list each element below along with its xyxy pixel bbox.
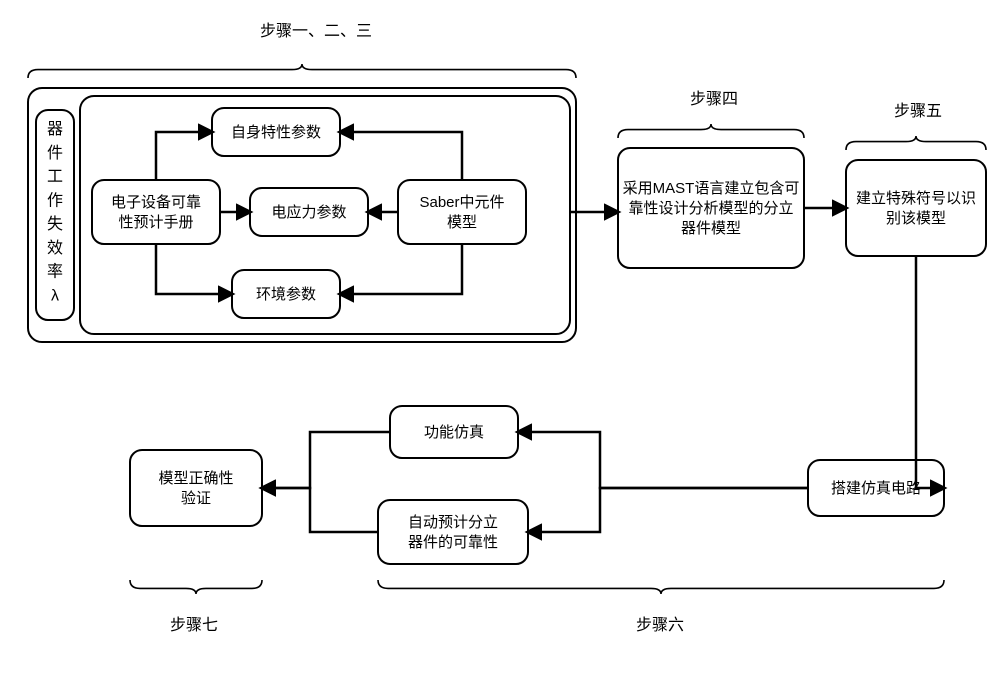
step-label-4: 步骤四: [690, 90, 738, 108]
edge-10: [528, 488, 808, 532]
brace-b123: [28, 64, 576, 78]
node-verify-line0: 模型正确性: [158, 470, 233, 487]
brace-b5: [846, 136, 986, 150]
node-build_sim-line0: 搭建仿真电路: [831, 479, 921, 497]
svg-text:器: 器: [47, 120, 63, 138]
svg-text:效: 效: [47, 239, 63, 257]
edge-9: [518, 432, 808, 488]
node-env: 环境参数: [232, 270, 340, 318]
node-symbol-line0: 建立特殊符号以识: [856, 190, 976, 207]
svg-text:作: 作: [47, 191, 63, 209]
node-verify-line1: 验证: [181, 490, 211, 507]
node-manual: 电子设备可靠性预计手册: [92, 180, 220, 244]
edge-8: [916, 256, 944, 488]
node-manual-line1: 性预计手册: [118, 214, 193, 231]
edge-0: [156, 132, 212, 180]
node-mast-line2: 器件模型: [681, 220, 741, 237]
node-func_sim: 功能仿真: [390, 406, 518, 458]
step-label-6: 步骤六: [636, 616, 684, 634]
edge-11: [262, 432, 390, 488]
node-saber: Saber中元件模型: [398, 180, 526, 244]
node-manual-line0: 电子设备可靠: [111, 194, 201, 211]
node-stress-line0: 电应力参数: [271, 203, 346, 221]
svg-text:λ: λ: [51, 287, 59, 304]
node-saber-line1: 模型: [447, 214, 477, 231]
edge-2: [156, 244, 232, 294]
node-symbol: 建立特殊符号以识别该模型: [846, 160, 986, 256]
step-label-5: 步骤五: [894, 102, 942, 120]
brace-b7: [130, 580, 262, 594]
svg-text:件: 件: [47, 144, 63, 162]
svg-text:工: 工: [47, 169, 63, 186]
node-mast: 采用MAST语言建立包含可靠性设计分析模型的分立器件模型: [618, 148, 804, 268]
node-func_sim-line0: 功能仿真: [424, 423, 484, 441]
node-mast-line0: 采用MAST语言建立包含可: [623, 180, 800, 197]
edge-5: [340, 244, 462, 294]
node-verify: 模型正确性验证: [130, 450, 262, 526]
edge-12: [262, 488, 378, 532]
svg-text:失: 失: [47, 215, 63, 233]
node-auto_pred: 自动预计分立器件的可靠性: [378, 500, 528, 564]
edge-3: [340, 132, 462, 180]
svg-text:率: 率: [47, 263, 63, 281]
brace-b6_sim: [378, 580, 944, 594]
node-env-line0: 环境参数: [256, 285, 316, 303]
node-auto_pred-line0: 自动预计分立: [408, 514, 498, 531]
node-self_param-line0: 自身特性参数: [231, 124, 321, 141]
node-auto_pred-line1: 器件的可靠性: [408, 534, 498, 551]
node-saber-line0: Saber中元件: [419, 194, 504, 211]
node-symbol-line1: 别该模型: [886, 210, 946, 227]
node-self_param: 自身特性参数: [212, 108, 340, 156]
node-stress: 电应力参数: [250, 188, 368, 236]
step-label-7: 步骤七: [170, 616, 218, 634]
flowchart-diagram: 器件工作失效率λ 自身特性参数电子设备可靠性预计手册电应力参数Saber中元件模…: [0, 0, 1000, 696]
node-mast-line1: 靠性设计分析模型的分立: [628, 200, 793, 217]
brace-b4: [618, 124, 804, 138]
step-label-123: 步骤一、二、三: [260, 22, 372, 40]
